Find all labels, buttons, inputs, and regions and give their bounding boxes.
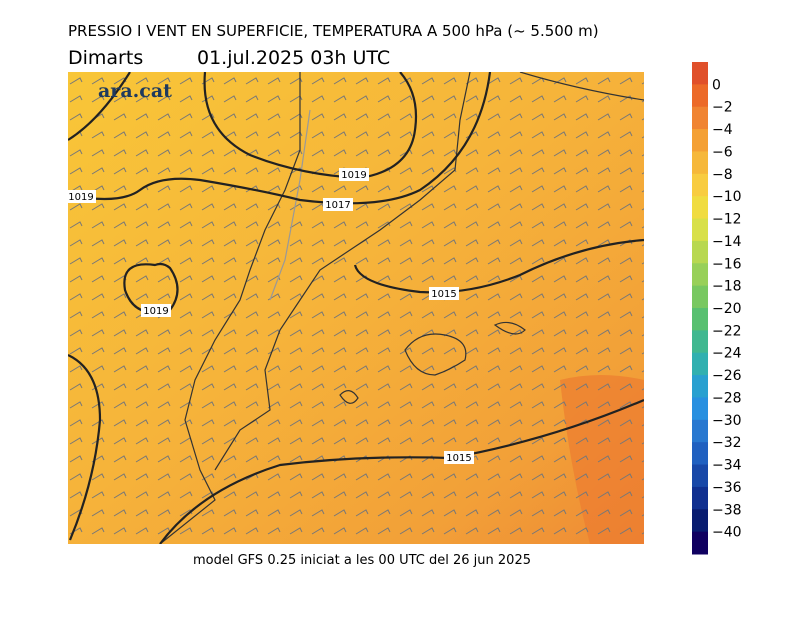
colorbar-segment: [692, 442, 708, 466]
colorbar-segment: [692, 151, 708, 175]
colorbar-label: −14: [712, 234, 742, 250]
colorbar-segment: [692, 397, 708, 421]
isobar: [68, 354, 102, 541]
island: [493, 321, 526, 335]
colorbar-label: −28: [712, 390, 742, 406]
footer: model GFS 0.25 iniciat a les 00 UTC del …: [193, 553, 531, 568]
colorbar-label: 0: [712, 77, 721, 93]
colorbar-label: −12: [712, 212, 742, 228]
colorbar-label: −22: [712, 323, 742, 339]
colorbar-label: −26: [712, 368, 742, 384]
border: [269, 109, 311, 301]
isobar-label: 1019: [143, 306, 168, 317]
colorbar-label: −6: [712, 144, 733, 160]
colorbar-segment: [692, 330, 708, 354]
isobar-label: 1017: [325, 200, 350, 211]
island: [339, 390, 359, 404]
colorbar-segment: [692, 419, 708, 443]
colorbar-segment: [692, 62, 708, 85]
title: PRESSIO I VENT EN SUPERFICIE, TEMPERATUR…: [68, 22, 599, 40]
isobar: [353, 238, 644, 294]
colorbar-segment: [692, 375, 708, 398]
colorbar-label: −30: [712, 413, 742, 429]
colorbar-label: −34: [712, 458, 742, 474]
colorbar-label: −2: [712, 100, 733, 116]
colorbar-label: −24: [712, 346, 742, 362]
coastline: [519, 72, 644, 101]
colorbar-label: −18: [712, 279, 742, 295]
colorbar-label: −4: [712, 122, 733, 138]
map: ara.cat 1019 1017 1019 1019 1015 1015: [68, 72, 644, 544]
colorbar-segment: [692, 129, 708, 152]
colorbar: 0 −2 −4 −6 −8 −10 −12 −14 −16 −18 −20 −22 −24 −26 −28 −…: [692, 62, 742, 555]
isobar: [68, 72, 492, 205]
colorbar-label: −38: [712, 502, 742, 518]
colorbar-label: −20: [712, 301, 742, 317]
isobar-label: 1015: [431, 289, 456, 300]
colorbar-segment: [692, 486, 708, 510]
colorbar-label: −32: [712, 435, 742, 451]
colorbar-label: −16: [712, 256, 742, 272]
colorbar-label: −10: [712, 189, 742, 205]
datetime: 01.jul.2025 03h UTC: [197, 47, 390, 69]
colorbar-segment: [692, 84, 708, 108]
colorbar-label: −8: [712, 167, 733, 183]
day: Dimarts: [68, 47, 143, 69]
colorbar-segment: [692, 464, 708, 488]
logo: ara.cat: [98, 80, 172, 102]
colorbar-label: −36: [712, 480, 742, 496]
colorbar-segment: [692, 531, 708, 555]
isobar-label: 1019: [341, 170, 366, 181]
colorbar-segment: [692, 218, 708, 242]
colorbar-segment: [692, 196, 708, 220]
colorbar-segment: [692, 509, 708, 533]
coastline: [159, 72, 301, 544]
colorbar-segment: [692, 285, 708, 309]
colorbar-segment: [692, 263, 708, 287]
isobar-label: 1019: [68, 192, 93, 203]
colorbar-segment: [692, 173, 708, 197]
isobar-label: 1015: [446, 453, 471, 464]
colorbar-segment: [692, 308, 708, 331]
colorbar-segment: [692, 106, 708, 130]
colorbar-segment: [692, 352, 708, 376]
colorbar-segment: [692, 240, 708, 264]
contour-labels: 1019 1017 1019 1019 1015 1015: [68, 168, 474, 464]
isobar: [159, 398, 644, 544]
coastline: [214, 72, 471, 471]
isobar: [68, 72, 131, 141]
island: [404, 333, 467, 376]
colorbar-label: −40: [712, 525, 742, 541]
